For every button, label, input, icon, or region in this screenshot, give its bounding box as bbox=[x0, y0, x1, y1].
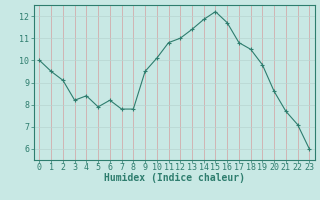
X-axis label: Humidex (Indice chaleur): Humidex (Indice chaleur) bbox=[104, 173, 245, 183]
